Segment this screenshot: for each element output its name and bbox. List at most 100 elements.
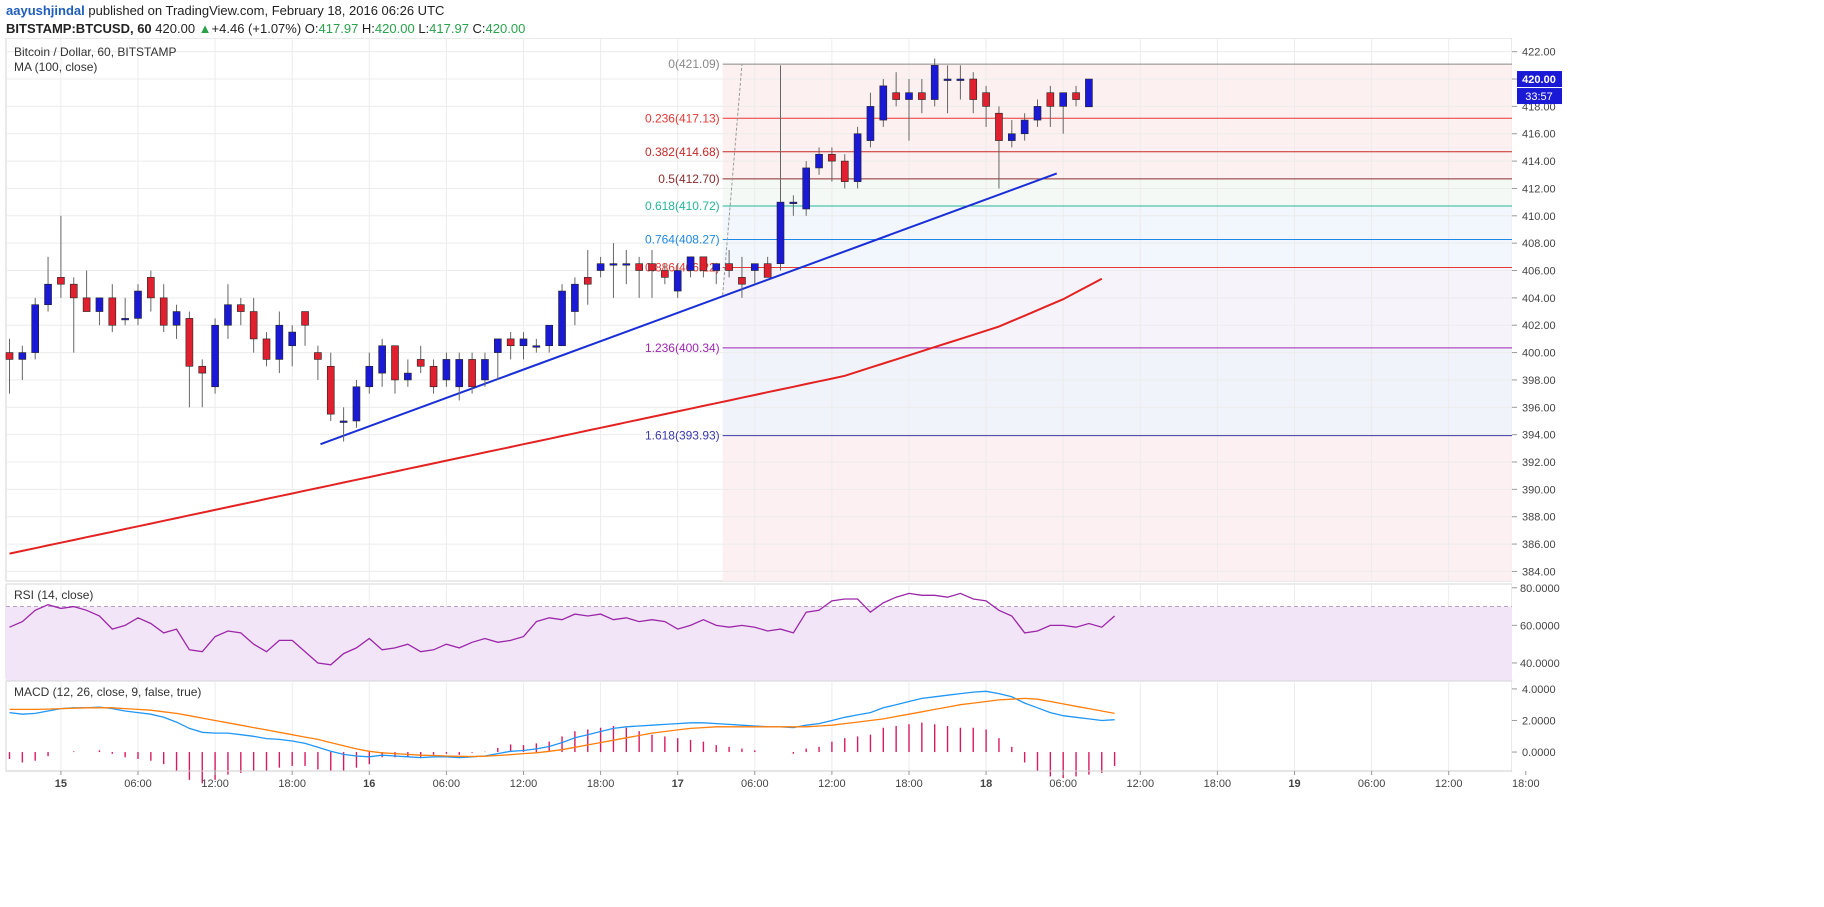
countdown-label: 33:57 [1525, 91, 1553, 103]
candle-down [468, 359, 476, 388]
candle-up [956, 78, 965, 81]
candle-up [815, 153, 823, 169]
candle-up [943, 78, 952, 81]
fib-zone [722, 347, 1512, 436]
close-label: C: [472, 21, 486, 36]
open-label: O: [304, 21, 319, 36]
macd-title: MACD (12, 26, close, 9, false, true) [14, 685, 201, 699]
fib-zone [722, 239, 1512, 268]
time-axis-label: 18:00 [1204, 778, 1232, 790]
time-axis-label: 16 [363, 778, 375, 790]
fib-label: 0.764(408.27) [645, 232, 720, 246]
price-axis-label: 386.00 [1522, 539, 1556, 551]
candle-up [802, 167, 811, 210]
candle-up [224, 304, 232, 326]
price-axis-label: 392.00 [1522, 457, 1556, 469]
fib-zone [722, 435, 1512, 581]
candle-up [596, 263, 605, 271]
fib-label: 1.236(400.34) [645, 341, 720, 355]
time-axis-label: 18 [980, 778, 992, 790]
price-pane[interactable]: 0(421.09) 0.236(417.13) 0.382(414.68) 0.5(4… [5, 38, 1824, 582]
time-axis-label: 12:00 [510, 778, 538, 790]
low-value: 417.97 [429, 21, 469, 36]
time-axis[interactable]: 15 06:00 12:00 18:00 16 06:00 12:00 18:00 17 06:0… [6, 770, 1540, 790]
price-axis-label: 394.00 [1522, 430, 1556, 442]
candle-up [1020, 119, 1029, 135]
candle-down [429, 365, 438, 388]
rsi-pane[interactable]: RSI (14, close) 80.0000 60.0000 40.0000 [5, 583, 1824, 683]
candle-up [879, 85, 888, 121]
candle-down [249, 311, 258, 340]
candle-down [69, 283, 78, 299]
candle-up [1033, 106, 1042, 121]
time-axis-label: 12:00 [1127, 778, 1155, 790]
candle-down [237, 304, 245, 312]
time-axis-label: 12:00 [1435, 778, 1463, 790]
chart-header: aayushjindal published on TradingView.co… [0, 0, 1824, 38]
time-axis-label: 06:00 [433, 778, 461, 790]
candle-up [211, 324, 219, 388]
candle-up [930, 65, 939, 100]
candle-up [712, 263, 721, 271]
candle-up [493, 338, 502, 353]
candle-down [314, 352, 322, 360]
author-link[interactable]: aayushjindal [6, 3, 85, 18]
price-axis-label: 388.00 [1522, 512, 1556, 524]
candle-down [326, 365, 335, 415]
candle-up [571, 283, 579, 312]
candle-down [147, 277, 155, 299]
candle-down [1046, 92, 1055, 107]
candle-up [789, 201, 798, 204]
candle-up [172, 311, 181, 326]
candle-up [1007, 133, 1016, 141]
candle-down [391, 345, 399, 381]
fib-label: 0(421.09) [668, 57, 719, 71]
candle-up [365, 365, 374, 388]
candle-up [1059, 92, 1067, 107]
candle-up [905, 92, 913, 100]
candle-down [159, 297, 168, 326]
time-axis-label: 06:00 [741, 778, 769, 790]
fib-zone [722, 205, 1512, 240]
price-axis-label: 422.00 [1522, 47, 1556, 59]
support-trendline [320, 172, 1058, 446]
candle-up [18, 352, 27, 360]
candle-down [583, 277, 592, 285]
fib-connector [722, 64, 743, 296]
price-axis-label: 408.00 [1522, 238, 1556, 250]
current-price-label: 420.00 [1522, 74, 1556, 86]
symbol-quote-line: BITSTAMP:BTCUSD, 60 420.00 ▲+4.46 (+1.07… [6, 21, 525, 36]
macd-axis-label: 4.0000 [1522, 684, 1556, 696]
rsi-axis-label: 60.0000 [1520, 620, 1560, 632]
price-axis-label: 396.00 [1522, 402, 1556, 414]
fib-label: 0.618(410.72) [645, 199, 720, 213]
price-axis-label: 416.00 [1522, 129, 1556, 141]
fib-label: 1.618(393.93) [645, 429, 720, 443]
signal-line [9, 697, 1115, 758]
candle-down [982, 92, 990, 107]
candle-up [134, 290, 142, 319]
candle-down [185, 318, 194, 367]
macd-pane[interactable]: MACD (12, 26, close, 9, false, true) 4.00… [5, 680, 1824, 784]
time-axis-label: 18:00 [895, 778, 923, 790]
price-axis-label: 410.00 [1522, 211, 1556, 223]
candle-up [404, 372, 412, 381]
candle-down [301, 311, 309, 326]
price-axis-label: 400.00 [1522, 348, 1556, 360]
chart-canvas[interactable]: 0(421.09) 0.236(417.13) 0.382(414.68) 0.5(4… [0, 38, 1824, 907]
candle-down [840, 160, 849, 182]
candle-up [545, 324, 554, 347]
macd-axis-bg [1512, 681, 1824, 771]
candle-up [750, 263, 759, 271]
up-triangle-icon: ▲ [198, 21, 212, 36]
time-axis-label: 06:00 [1049, 778, 1077, 790]
candle-up [622, 263, 631, 266]
last-price: 420.00 [155, 21, 196, 36]
candle-down [828, 153, 836, 162]
candle-up [673, 270, 682, 292]
fib-zone [722, 178, 1512, 206]
candle-up [275, 324, 284, 360]
candle-down [892, 92, 900, 100]
candle-down [57, 277, 65, 285]
price-axis-label: 414.00 [1522, 156, 1556, 168]
